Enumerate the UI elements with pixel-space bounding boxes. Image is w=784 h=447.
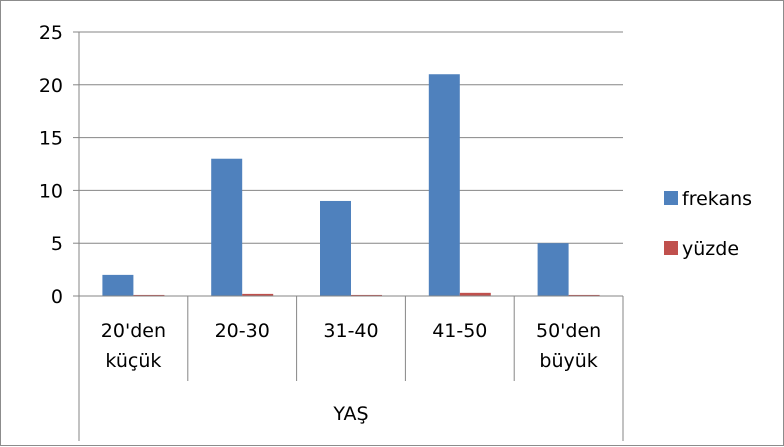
legend-label-frekans: frekans — [682, 188, 752, 210]
legend-swatch-frekans — [664, 191, 678, 205]
gridlines — [79, 31, 623, 244]
bar-frekans-3 — [428, 74, 460, 297]
bar-frekans-0 — [102, 274, 134, 296]
x-group-label: YAŞ — [332, 403, 368, 425]
x-category-label: 50'den — [536, 320, 601, 342]
legend-label-yüzde: yüzde — [682, 238, 739, 260]
bar-yüzde-1 — [242, 293, 274, 296]
bar-frekans-1 — [211, 158, 243, 296]
x-category-label: küçük — [105, 350, 161, 372]
axes — [78, 32, 624, 441]
bar-yüzde-4 — [568, 294, 600, 296]
x-category-label: 20-30 — [215, 320, 270, 342]
legend: frekans yüzde — [664, 188, 752, 260]
bar-yüzde-3 — [459, 292, 491, 296]
bar-yüzde-0 — [133, 294, 165, 296]
x-category-label: büyük — [539, 350, 597, 372]
bar-frekans-4 — [537, 243, 569, 296]
bars — [102, 74, 600, 297]
y-tick-label: 5 — [51, 233, 63, 255]
x-category-label: 20'den — [101, 320, 166, 342]
y-tick-label: 10 — [39, 180, 63, 202]
y-tick-label: 15 — [39, 128, 63, 150]
x-category-label: 31-40 — [323, 320, 378, 342]
y-tick-label: 25 — [39, 22, 63, 44]
bar-yüzde-2 — [351, 294, 382, 296]
legend-swatch-yüzde — [664, 241, 678, 255]
y-tick-label: 20 — [39, 75, 63, 97]
x-axis-labels: 20'den küçük 20-30 31-40 41-50 50'den büyük YAŞ — [101, 320, 601, 425]
y-tick-label: 0 — [51, 286, 63, 308]
bar-frekans-2 — [320, 200, 351, 296]
x-category-label: 41-50 — [432, 320, 487, 342]
y-axis-ticks: 0 5 10 15 20 25 — [39, 22, 79, 308]
